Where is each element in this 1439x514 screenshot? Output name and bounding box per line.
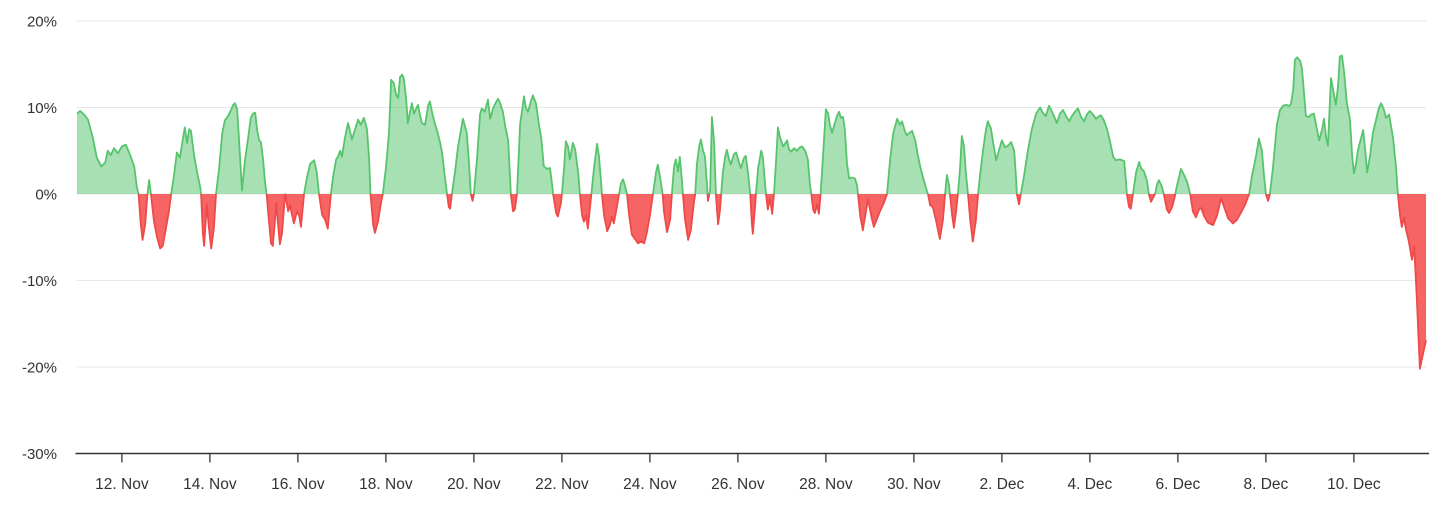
x-tick-label: 12. Nov (95, 476, 149, 493)
y-tick-label: -20% (22, 360, 57, 377)
x-tick-label: 20. Nov (447, 476, 501, 493)
x-tick-label: 30. Nov (887, 476, 941, 493)
series-line-positive (76, 54, 1399, 194)
x-tick-label: 10. Dec (1327, 476, 1381, 493)
y-tick-label: -30% (22, 446, 57, 463)
y-tick-label: 10% (27, 100, 57, 117)
x-tick-label: 22. Nov (535, 476, 589, 493)
x-tick-label: 26. Nov (711, 476, 765, 493)
x-tick-label: 14. Nov (183, 476, 237, 493)
x-tick-label: 8. Dec (1243, 476, 1288, 493)
y-tick-label: 0% (35, 187, 57, 204)
y-tick-label: -10% (22, 273, 57, 290)
x-tick-label: 18. Nov (359, 476, 413, 493)
x-tick-label: 2. Dec (979, 476, 1024, 493)
y-tick-label: 20% (27, 14, 57, 31)
x-tick-label: 6. Dec (1155, 476, 1200, 493)
x-tick-label: 16. Nov (271, 476, 325, 493)
x-tick-label: 4. Dec (1067, 476, 1112, 493)
series-area-positive (77, 55, 1427, 194)
x-tick-label: 24. Nov (623, 476, 677, 493)
series-area-negative (77, 194, 1427, 369)
x-tick-label: 28. Nov (799, 476, 853, 493)
